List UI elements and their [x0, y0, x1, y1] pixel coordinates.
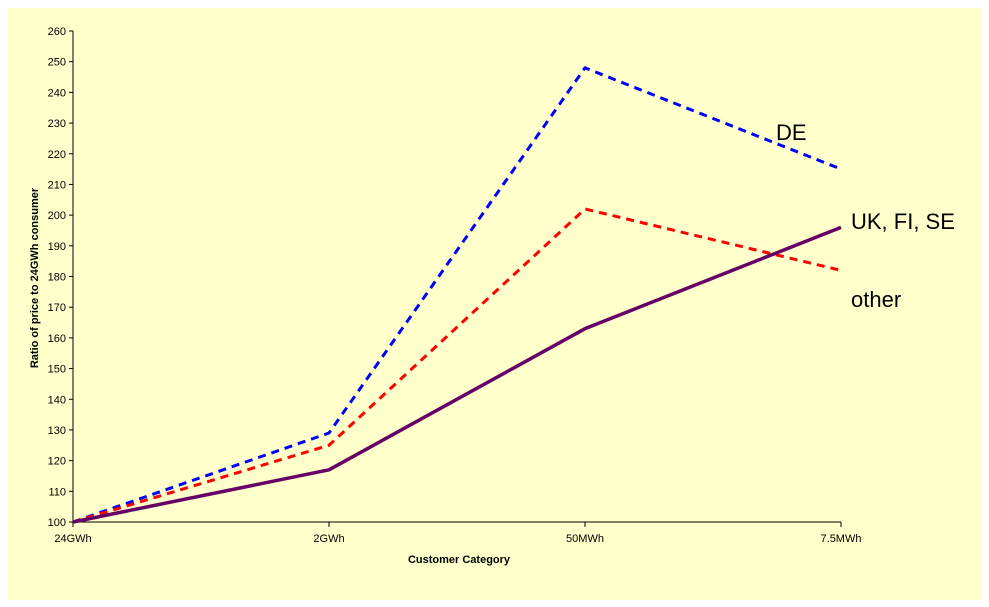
- x-tick-label: 2GWh: [313, 533, 344, 545]
- series-label: UK, FI, SE: [851, 209, 955, 234]
- y-tick-label: 110: [48, 486, 66, 498]
- y-tick-label: 200: [48, 210, 66, 222]
- y-tick-label: 130: [48, 425, 66, 437]
- y-tick-label: 190: [48, 241, 66, 253]
- x-tick-label: 7.5MWh: [821, 533, 862, 545]
- y-axis-title: Ratio of price to 24GWh consumer: [29, 187, 41, 368]
- series-label: DE: [776, 120, 807, 145]
- y-axis: 100 110 120 130 140 150 160 170 180 190 200 210 220 2…: [48, 26, 74, 529]
- y-tick-label: 220: [48, 149, 66, 161]
- y-tick-label: 140: [48, 394, 66, 406]
- y-tick-label: 120: [48, 456, 66, 468]
- y-tick-label: 100: [48, 517, 66, 529]
- x-axis-title: Customer Category: [408, 554, 511, 566]
- y-tick-label: 210: [48, 179, 66, 191]
- series-lines: [72, 66, 842, 524]
- x-axis: 24GWh 2GWh 50MWh 7.5MWh: [54, 521, 862, 545]
- y-tick-label: 260: [48, 26, 66, 38]
- series-labels: DE other UK, FI, SE: [776, 120, 955, 312]
- series-label: other: [851, 287, 901, 312]
- series-line-de: [72, 66, 842, 524]
- x-tick-label: 50MWh: [566, 533, 604, 545]
- y-tick-label: 160: [48, 333, 66, 345]
- y-tick-label: 180: [48, 272, 66, 284]
- y-tick-label: 230: [48, 118, 66, 130]
- y-tick-label: 170: [48, 302, 66, 314]
- chart-area: 100 110 120 130 140 150 160 170 180 190 200 210 220 2…: [8, 8, 982, 600]
- series-line-other: [72, 207, 842, 524]
- y-tick-label: 250: [48, 57, 66, 69]
- x-tick-label: 24GWh: [54, 533, 91, 545]
- series-line-uk-fi-se: [72, 225, 842, 524]
- y-tick-label: 240: [48, 87, 66, 99]
- line-chart: 100 110 120 130 140 150 160 170 180 190 200 210 220 2…: [29, 26, 955, 566]
- y-tick-label: 150: [48, 364, 66, 376]
